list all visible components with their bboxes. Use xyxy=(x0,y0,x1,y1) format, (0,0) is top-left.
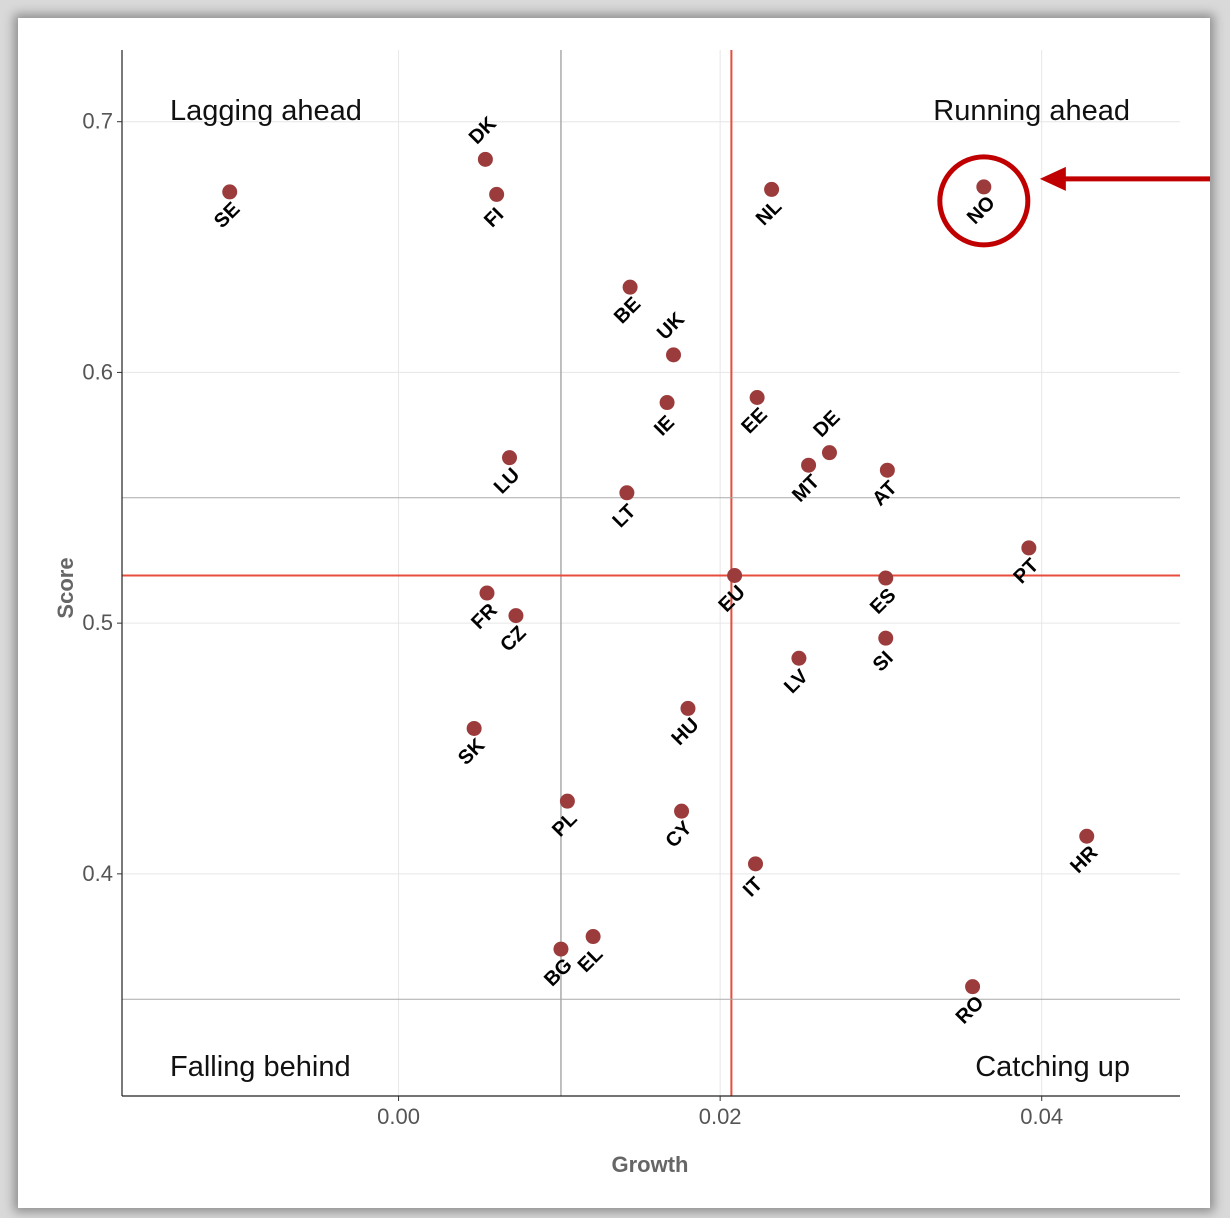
point-label-dk: DK xyxy=(465,112,501,148)
point-label-hu: HU xyxy=(667,714,703,750)
scatter-chart: 0.00 0.02 0.04 0.4 0.5 0.6 0.7 SE DK FI NL NO BE UK I… xyxy=(53,50,1210,1177)
data-point-hr xyxy=(1079,828,1095,844)
data-point-uk xyxy=(666,347,682,363)
point-label-it: IT xyxy=(739,873,767,901)
point-label-nl: NL xyxy=(752,196,786,230)
point-label-ie: IE xyxy=(650,412,679,441)
data-point-ee xyxy=(749,389,765,405)
data-point-at xyxy=(879,462,895,478)
point-label-pl: PL xyxy=(548,808,582,842)
y-axis-title: Score xyxy=(53,557,78,618)
point-label-be: BE xyxy=(610,293,645,328)
point-label-es: ES xyxy=(866,584,900,618)
data-point-sk xyxy=(466,720,482,736)
quadrant-labels: Lagging ahead Running ahead Falling behi… xyxy=(170,95,1130,1083)
data-point-dk xyxy=(477,151,493,167)
highlight-circle xyxy=(937,154,1031,248)
point-label-fr: FR xyxy=(467,599,502,634)
point-label-hr: HR xyxy=(1066,841,1102,877)
point-label-el: EL xyxy=(574,943,608,977)
data-point-es xyxy=(878,570,894,586)
x-tick-label: 0.02 xyxy=(699,1104,742,1129)
point-label-lv: LV xyxy=(780,665,813,698)
x-axis-title: Growth xyxy=(612,1152,689,1177)
data-point-eu xyxy=(727,568,743,584)
point-label-lu: LU xyxy=(490,464,524,498)
point-label-pt: PT xyxy=(1010,555,1044,589)
quadrant-label-top-right: Running ahead xyxy=(933,95,1130,127)
data-points xyxy=(222,151,1095,995)
data-point-de xyxy=(821,445,837,461)
point-label-de: DE xyxy=(809,407,844,442)
x-tick-label: 0.04 xyxy=(1020,1104,1063,1129)
data-point-el xyxy=(585,929,601,945)
quadrant-label-bottom-right: Catching up xyxy=(975,1051,1130,1083)
point-label-mt: MT xyxy=(788,471,824,507)
highlight-annotation xyxy=(937,154,1210,248)
point-label-sk: SK xyxy=(454,734,490,770)
data-point-hu xyxy=(680,700,696,716)
x-tick-label: 0.00 xyxy=(377,1104,420,1129)
data-point-pt xyxy=(1021,540,1037,556)
data-point-bg xyxy=(553,941,569,957)
grid-lines xyxy=(122,50,1180,1096)
data-point-cz xyxy=(508,608,524,624)
data-point-lu xyxy=(502,450,518,466)
axes: 0.00 0.02 0.04 0.4 0.5 0.6 0.7 xyxy=(82,50,1180,1129)
data-point-fr xyxy=(479,585,495,601)
point-label-bg: BG xyxy=(540,954,577,991)
data-point-ie xyxy=(659,395,675,411)
data-point-be xyxy=(622,279,638,295)
point-label-no: NO xyxy=(963,192,1000,229)
chart-frame: 0.00 0.02 0.04 0.4 0.5 0.6 0.7 SE DK FI NL NO BE UK I… xyxy=(18,18,1210,1208)
quadrant-label-top-left: Lagging ahead xyxy=(170,95,362,127)
data-point-nl xyxy=(764,181,780,197)
point-label-cy: CY xyxy=(661,817,697,853)
quadrant-label-bottom-left: Falling behind xyxy=(170,1051,351,1083)
point-label-si: SI xyxy=(869,647,898,676)
y-tick-label: 0.5 xyxy=(82,610,113,635)
y-tick-label: 0.6 xyxy=(82,359,113,384)
point-label-fi: FI xyxy=(480,204,508,232)
data-point-mt xyxy=(801,457,817,473)
y-tick-label: 0.7 xyxy=(82,109,113,134)
y-tick-label: 0.4 xyxy=(82,861,113,886)
highlight-arrow-head xyxy=(1039,166,1066,191)
data-point-cy xyxy=(674,803,690,819)
point-label-se: SE xyxy=(210,198,244,232)
point-label-lt: LT xyxy=(608,500,640,532)
data-point-lt xyxy=(619,485,635,501)
data-point-no xyxy=(976,179,992,195)
point-label-ee: EE xyxy=(737,404,771,438)
data-point-pl xyxy=(559,793,575,809)
data-point-ro xyxy=(965,979,981,995)
point-label-uk: UK xyxy=(653,308,689,344)
point-label-at: AT xyxy=(868,477,901,510)
data-point-it xyxy=(748,856,764,872)
data-point-fi xyxy=(489,186,505,202)
point-label-ro: RO xyxy=(952,992,989,1029)
point-label-cz: CZ xyxy=(496,622,530,656)
data-point-lv xyxy=(791,650,807,666)
data-point-se xyxy=(222,184,238,200)
data-point-si xyxy=(878,630,894,646)
